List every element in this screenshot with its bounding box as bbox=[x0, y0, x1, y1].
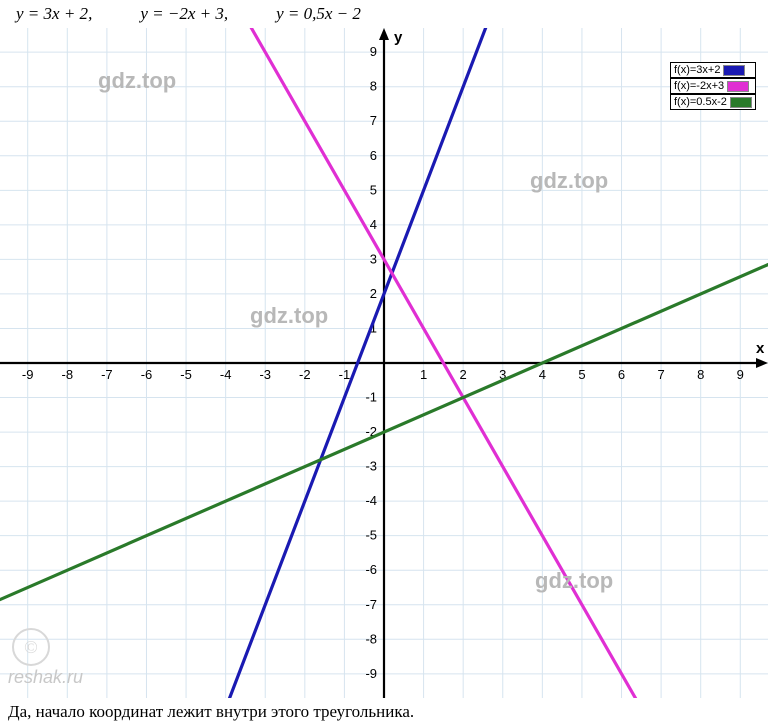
legend-label: f(x)=3x+2 bbox=[674, 64, 720, 76]
legend: f(x)=3x+2 f(x)=-2x+3 f(x)=0.5x-2 bbox=[670, 62, 756, 110]
svg-text:8: 8 bbox=[697, 367, 704, 382]
legend-label: f(x)=-2x+3 bbox=[674, 80, 724, 92]
copyright-icon: © bbox=[12, 628, 50, 666]
svg-text:8: 8 bbox=[370, 79, 377, 94]
legend-item: f(x)=0.5x-2 bbox=[670, 94, 756, 110]
legend-item: f(x)=-2x+3 bbox=[670, 78, 756, 94]
chart-area: -9 -8 -7 -6 -5 -4 -3 -2 -1 1 2 3 4 5 6 7 8 9 -9 -8 -7 -6 -5 -4 -… bbox=[0, 28, 768, 698]
svg-text:-5: -5 bbox=[180, 367, 192, 382]
svg-text:y: y bbox=[394, 29, 403, 46]
svg-text:x: x bbox=[756, 340, 765, 357]
svg-text:2: 2 bbox=[370, 286, 377, 301]
svg-text:4: 4 bbox=[370, 217, 377, 232]
svg-text:7: 7 bbox=[370, 113, 377, 128]
equation-1: y = 3x + 2, bbox=[16, 4, 92, 24]
svg-text:-3: -3 bbox=[365, 459, 377, 474]
chart-svg: -9 -8 -7 -6 -5 -4 -3 -2 -1 1 2 3 4 5 6 7 8 9 -9 -8 -7 -6 -5 -4 -… bbox=[0, 28, 768, 698]
svg-text:-7: -7 bbox=[101, 367, 113, 382]
svg-text:-1: -1 bbox=[365, 390, 377, 405]
svg-text:2: 2 bbox=[460, 367, 467, 382]
equation-3: y = 0,5x − 2 bbox=[276, 4, 361, 24]
svg-text:-7: -7 bbox=[365, 597, 377, 612]
answer-text: Да, начало координат лежит внутри этого … bbox=[0, 698, 768, 726]
reshak-watermark: reshak.ru bbox=[8, 667, 83, 688]
svg-text:-4: -4 bbox=[220, 367, 232, 382]
svg-text:7: 7 bbox=[657, 367, 664, 382]
svg-text:-3: -3 bbox=[259, 367, 271, 382]
svg-text:9: 9 bbox=[737, 367, 744, 382]
svg-text:5: 5 bbox=[370, 182, 377, 197]
svg-text:-4: -4 bbox=[365, 493, 377, 508]
svg-text:-2: -2 bbox=[299, 367, 311, 382]
page-container: y = 3x + 2, y = −2x + 3, y = 0,5x − 2 -9… bbox=[0, 0, 768, 726]
legend-label: f(x)=0.5x-2 bbox=[674, 96, 727, 108]
svg-text:6: 6 bbox=[618, 367, 625, 382]
svg-text:-8: -8 bbox=[62, 367, 74, 382]
svg-text:-9: -9 bbox=[22, 367, 34, 382]
svg-text:-5: -5 bbox=[365, 528, 377, 543]
svg-text:5: 5 bbox=[578, 367, 585, 382]
svg-text:-6: -6 bbox=[365, 562, 377, 577]
legend-swatch bbox=[730, 97, 752, 108]
equations-row: y = 3x + 2, y = −2x + 3, y = 0,5x − 2 bbox=[0, 0, 768, 28]
legend-item: f(x)=3x+2 bbox=[670, 62, 756, 78]
svg-text:-8: -8 bbox=[365, 631, 377, 646]
svg-text:-9: -9 bbox=[365, 666, 377, 681]
svg-text:9: 9 bbox=[370, 44, 377, 59]
svg-text:-1: -1 bbox=[339, 367, 351, 382]
svg-text:1: 1 bbox=[420, 367, 427, 382]
legend-swatch bbox=[723, 65, 745, 76]
svg-text:4: 4 bbox=[539, 367, 546, 382]
svg-text:-6: -6 bbox=[141, 367, 153, 382]
svg-text:3: 3 bbox=[370, 251, 377, 266]
svg-text:6: 6 bbox=[370, 148, 377, 163]
equation-2: y = −2x + 3, bbox=[140, 4, 228, 24]
legend-swatch bbox=[727, 81, 749, 92]
